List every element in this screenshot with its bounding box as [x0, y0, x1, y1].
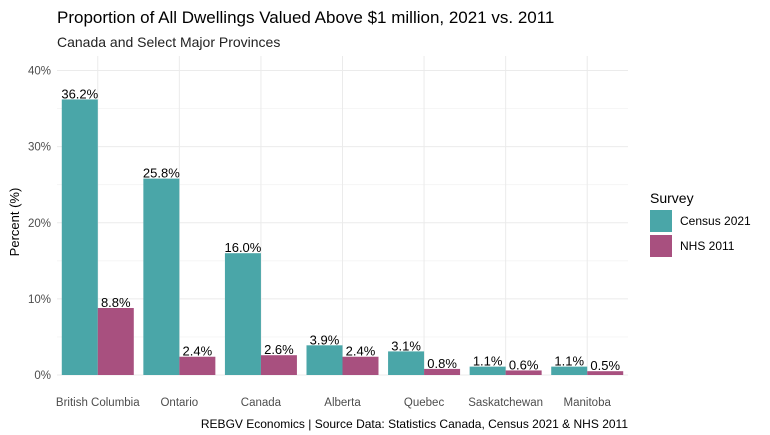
legend-swatch: [650, 210, 672, 232]
legend-title: Survey: [650, 190, 694, 206]
legend-label: Census 2021: [680, 214, 751, 228]
data-label: 2.4%: [346, 344, 376, 359]
y-tick-label: 20%: [28, 218, 51, 230]
bars: [61, 99, 624, 376]
data-label: 3.1%: [391, 338, 421, 353]
x-tick-label: British Columbia: [56, 397, 140, 409]
bar-nhs-2011: [424, 368, 461, 375]
bar-census-2021: [551, 366, 588, 375]
x-tick-label: Quebec: [404, 397, 445, 409]
bar-nhs-2011: [179, 356, 216, 375]
data-label: 1.1%: [473, 354, 503, 369]
chart-caption: REBGV Economics | Source Data: Statistic…: [201, 417, 628, 431]
chart-subtitle: Canada and Select Major Provinces: [57, 34, 280, 50]
data-label: 8.8%: [101, 295, 131, 310]
data-label: 25.8%: [143, 166, 180, 181]
x-tick-label: Saskatchewan: [468, 397, 543, 409]
bar-census-2021: [143, 178, 180, 375]
bar-nhs-2011: [97, 308, 134, 375]
legend: Survey Census 2021 NHS 2011: [650, 190, 751, 257]
y-tick-label: 40%: [28, 66, 51, 78]
gridlines: [57, 56, 628, 376]
bar-census-2021: [388, 351, 425, 375]
chart-title: Proportion of All Dwellings Valued Above…: [57, 8, 554, 27]
legend-swatch: [650, 235, 672, 257]
bar-census-2021: [306, 345, 343, 375]
data-label: 3.9%: [310, 332, 340, 347]
y-tick-label: 10%: [28, 294, 51, 306]
x-tick-label: Alberta: [324, 397, 361, 409]
x-tick-label: Canada: [241, 397, 282, 409]
bar-nhs-2011: [260, 355, 297, 375]
data-label: 0.6%: [509, 357, 539, 372]
bar-census-2021: [61, 99, 98, 376]
data-label: 16.0%: [224, 240, 261, 255]
y-axis-title: Percent (%): [7, 188, 22, 257]
bar-census-2021: [224, 253, 261, 375]
data-label: 0.8%: [427, 356, 457, 371]
data-label: 1.1%: [554, 354, 584, 369]
bar-census-2021: [469, 366, 506, 375]
x-tick-label: Ontario: [160, 397, 198, 409]
data-label: 0.5%: [590, 358, 620, 373]
data-label: 2.6%: [264, 342, 294, 357]
legend-label: NHS 2011: [680, 239, 735, 253]
bar-nhs-2011: [342, 356, 379, 375]
y-tick-label: 30%: [28, 142, 51, 154]
bar-nhs-2011: [587, 371, 624, 375]
data-label: 36.2%: [61, 86, 98, 101]
data-label: 2.4%: [183, 344, 213, 359]
axes: 0% 10% 20% 30% 40% British Columbia Ontario Can…: [28, 66, 612, 410]
bar-nhs-2011: [505, 370, 542, 375]
x-tick-label: Manitoba: [564, 397, 612, 409]
data-labels: 36.2% 8.8% 25.8% 2.4% 16.0% 2.6% 3.9% 2.4% 3.1% 0…: [61, 86, 620, 373]
y-tick-label: 0%: [34, 370, 51, 382]
